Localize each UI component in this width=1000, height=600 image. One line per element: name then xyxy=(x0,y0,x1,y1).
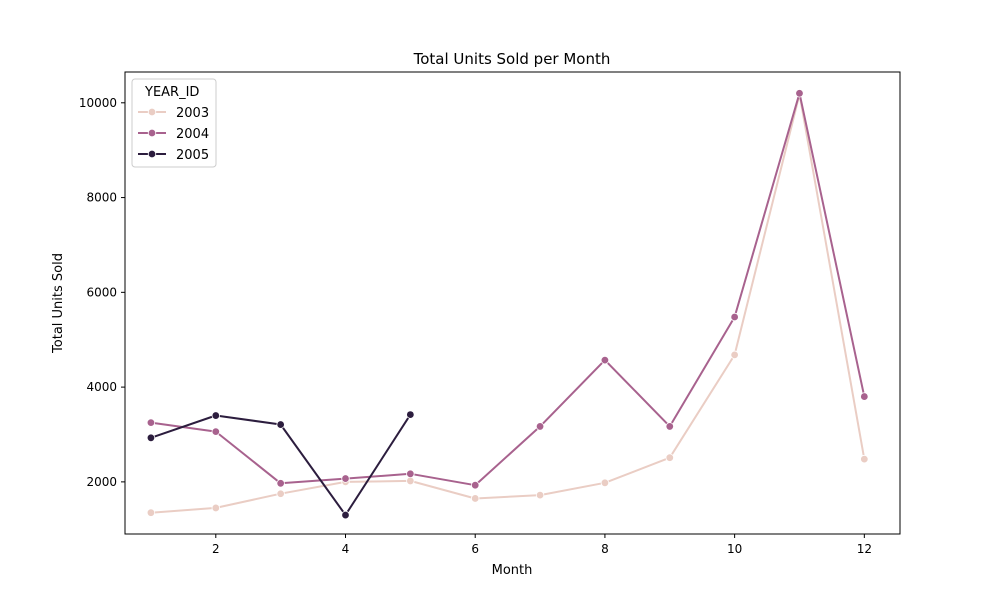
legend-item: 2005 xyxy=(138,148,209,163)
data-point xyxy=(211,411,220,420)
data-point xyxy=(535,422,545,431)
data-point xyxy=(860,392,869,401)
data-point xyxy=(665,453,674,462)
y-tick-label: 6000 xyxy=(86,285,117,299)
legend-item: 2004 xyxy=(138,127,209,142)
legend: YEAR_ID 2003 2004 2005 xyxy=(131,78,217,168)
series-2003 xyxy=(146,90,869,517)
data-point xyxy=(146,433,156,443)
series-line-2003 xyxy=(150,93,866,514)
y-tick-label: 2000 xyxy=(86,475,117,489)
legend-marker xyxy=(147,149,157,159)
plot-series xyxy=(146,89,869,520)
data-point xyxy=(535,490,545,500)
data-point xyxy=(730,350,739,360)
x-tick-label: 4 xyxy=(342,542,350,556)
plot-frame xyxy=(124,71,901,535)
legend-box xyxy=(131,78,217,168)
chart-title: Total Units Sold per Month xyxy=(413,50,611,68)
data-point xyxy=(406,410,415,419)
data-point xyxy=(276,420,285,429)
legend-item: 2003 xyxy=(138,106,209,121)
data-point xyxy=(406,476,415,486)
legend-label: 2005 xyxy=(176,148,209,163)
data-point xyxy=(471,480,480,490)
legend-label: 2003 xyxy=(176,106,209,121)
legend-marker xyxy=(147,128,157,138)
data-point xyxy=(860,454,869,464)
legend-title: YEAR_ID xyxy=(144,85,199,100)
x-axis: 2 4 6 8 10 12 xyxy=(212,534,872,556)
x-tick-label: 8 xyxy=(601,542,609,556)
x-tick-label: 12 xyxy=(857,542,872,556)
y-axis: 2000 4000 6000 8000 10000 xyxy=(79,96,125,489)
legend-marker xyxy=(147,107,157,117)
data-point xyxy=(146,508,156,517)
series-2005 xyxy=(146,410,415,520)
data-point xyxy=(276,489,285,498)
data-point xyxy=(341,474,350,483)
data-point xyxy=(211,503,220,513)
data-point xyxy=(471,494,480,503)
series-line-2004 xyxy=(150,92,866,487)
data-point xyxy=(211,427,220,436)
data-point xyxy=(665,422,674,431)
y-axis-label: Total Units Sold xyxy=(51,253,66,354)
legend-label: 2004 xyxy=(176,127,209,142)
y-tick-label: 4000 xyxy=(86,380,117,394)
data-point xyxy=(406,469,415,479)
y-tick-label: 10000 xyxy=(79,96,117,110)
data-point xyxy=(341,510,350,520)
data-point xyxy=(600,355,610,365)
y-tick-label: 8000 xyxy=(86,191,117,205)
x-axis-label: Month xyxy=(492,563,533,578)
x-tick-label: 6 xyxy=(471,542,479,556)
data-point xyxy=(146,418,156,427)
data-point xyxy=(795,89,804,98)
x-tick-label: 10 xyxy=(727,542,742,556)
data-point xyxy=(276,479,285,488)
data-point xyxy=(730,312,739,322)
series-line-2005 xyxy=(150,414,412,516)
data-point xyxy=(600,478,610,488)
x-tick-label: 2 xyxy=(212,542,220,556)
series-2004 xyxy=(146,89,869,490)
